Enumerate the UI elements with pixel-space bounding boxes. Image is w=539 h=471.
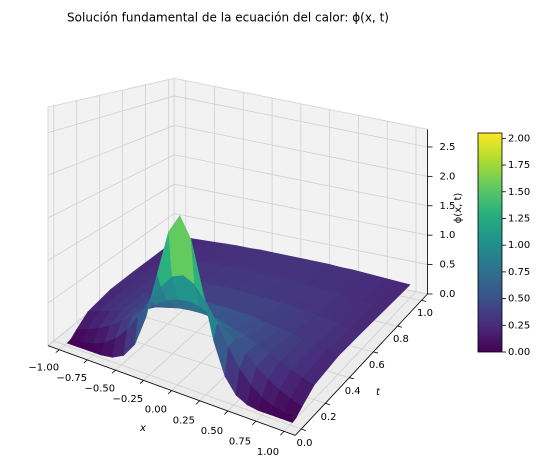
x-tick xyxy=(83,359,88,364)
grid-line xyxy=(47,154,175,219)
grid-line xyxy=(283,291,417,432)
x-tick-label: −0.25 xyxy=(113,394,144,405)
surface xyxy=(66,214,411,423)
x-tick xyxy=(167,390,172,395)
y-tick-label: 0.2 xyxy=(321,412,337,423)
x-tick-label: 1.00 xyxy=(257,447,279,458)
grid-line xyxy=(47,124,175,176)
y-tick-label: 0.0 xyxy=(297,438,313,449)
grid-line xyxy=(47,95,175,134)
grid-line xyxy=(174,213,428,265)
y-tick xyxy=(397,325,403,328)
z-axis-label: ϕ(x, t) xyxy=(453,193,464,224)
x-tick-label: 0.75 xyxy=(229,436,251,447)
x-tick xyxy=(223,410,229,415)
colorbar: 0.00 0.25 0.50 0.75 1.00 1.25 1.50 1.75 2.00 xyxy=(477,132,530,358)
z-tick-label: 2.0 xyxy=(440,171,456,182)
y-tick-label: 0.8 xyxy=(393,334,409,345)
grid-line xyxy=(174,183,428,236)
x-tick-label: 0.50 xyxy=(201,426,223,437)
x-tick-label: 0.00 xyxy=(145,405,167,416)
colorbar-tick-label: 1.75 xyxy=(508,160,530,171)
surface-patch xyxy=(280,412,297,423)
grid-line xyxy=(53,340,302,430)
grid-line xyxy=(47,213,175,304)
z-tick-label: 1.5 xyxy=(440,201,456,212)
y-tick xyxy=(325,402,330,406)
colorbar-tick-label: 1.25 xyxy=(508,213,530,224)
y-tick xyxy=(373,351,379,354)
x-tick-label: 0.25 xyxy=(173,415,195,426)
y-tick xyxy=(421,300,427,302)
colorbar-tick-label: 0.50 xyxy=(508,294,530,305)
y-tick-label: 1.0 xyxy=(417,308,433,319)
colorbar-ramp xyxy=(477,132,503,353)
grid-line xyxy=(174,124,428,177)
colorbar-tick-label: 2.00 xyxy=(508,133,530,144)
x-tick xyxy=(55,349,60,353)
grid-line xyxy=(174,95,428,148)
x-axis-label: x xyxy=(139,423,146,434)
tick-labels: −1.00−0.75−0.50−0.250.000.250.500.751.00… xyxy=(28,142,455,458)
y-tick-label: 0.6 xyxy=(369,360,385,371)
z-tick-label: 2.5 xyxy=(440,142,456,153)
x-tick-label: −1.00 xyxy=(28,362,59,373)
x-tick xyxy=(252,420,257,426)
y-tick xyxy=(349,377,355,380)
z-tick-label: 0.5 xyxy=(440,260,456,271)
y-axis-line xyxy=(294,293,428,436)
x-tick-label: −0.75 xyxy=(56,373,87,384)
grid-line xyxy=(174,154,428,207)
y-tick-label: 0.4 xyxy=(345,386,361,397)
x-tick xyxy=(280,431,285,436)
colorbar-tick-label: 0.75 xyxy=(508,267,530,278)
chart-title: Solución fundamental de la ecuación del … xyxy=(67,11,389,25)
grid-line xyxy=(47,183,175,261)
y-tick xyxy=(301,428,306,431)
colorbar-tick-label: 0.00 xyxy=(508,347,530,358)
z-tick-label: 0.0 xyxy=(440,289,456,300)
colorbar-tick-label: 1.50 xyxy=(508,187,530,198)
x-tick xyxy=(139,380,144,384)
colorbar-tick-label: 1.00 xyxy=(508,240,530,251)
x-tick-label: −0.50 xyxy=(84,383,115,394)
colorbar-tick-label: 0.25 xyxy=(508,320,530,331)
x-tick xyxy=(111,369,116,374)
x-tick xyxy=(195,400,200,405)
z-tick-label: 1.0 xyxy=(440,230,456,241)
y-axis-label: t xyxy=(376,387,381,398)
